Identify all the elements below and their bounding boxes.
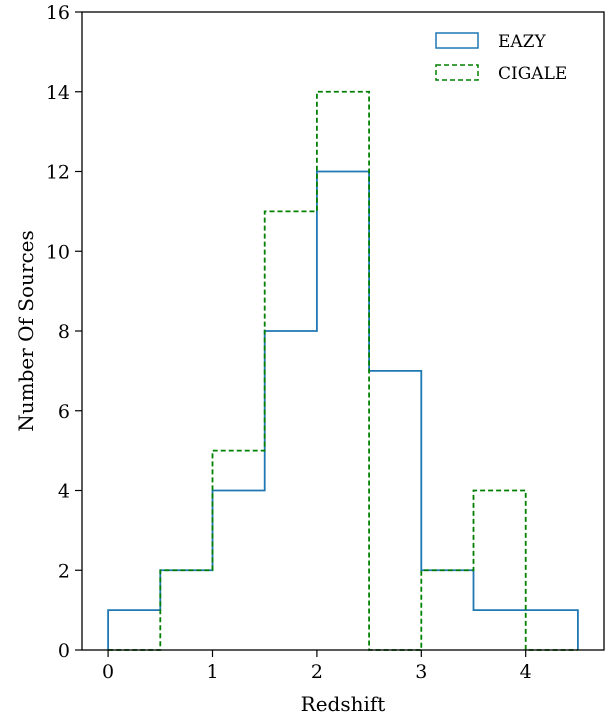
- x-tick-label: 3: [415, 661, 427, 683]
- y-tick-label: 2: [58, 560, 70, 582]
- legend: EAZY CIGALE: [435, 32, 567, 84]
- y-axis-label: Number Of Sources: [14, 230, 38, 432]
- series-line-cigale: [108, 90, 578, 651]
- x-tick-label: 1: [206, 661, 218, 683]
- legend-swatch-cigale: [435, 64, 479, 81]
- y-tick-label: 6: [58, 401, 70, 423]
- legend-label-cigale: CIGALE: [498, 64, 567, 84]
- series-layer: [107, 90, 579, 651]
- y-tick-label: 14: [46, 82, 70, 104]
- x-axis-label: Redshift: [301, 692, 386, 716]
- y-tick-label: 10: [46, 241, 70, 263]
- y-tick-label: 4: [58, 481, 70, 503]
- y-tick-label: 16: [46, 2, 70, 24]
- x-tick-label: 0: [102, 661, 114, 683]
- plot-frame: [81, 11, 605, 651]
- legend-swatch-eazy: [435, 32, 479, 49]
- y-tick-label: 0: [58, 640, 70, 662]
- legend-label-eazy: EAZY: [498, 32, 546, 52]
- series-line-eazy: [107, 170, 579, 650]
- y-tick-label: 12: [46, 162, 70, 184]
- y-tick-label: 8: [58, 321, 70, 343]
- x-tick-label: 4: [520, 661, 532, 683]
- x-tick-label: 2: [311, 661, 323, 683]
